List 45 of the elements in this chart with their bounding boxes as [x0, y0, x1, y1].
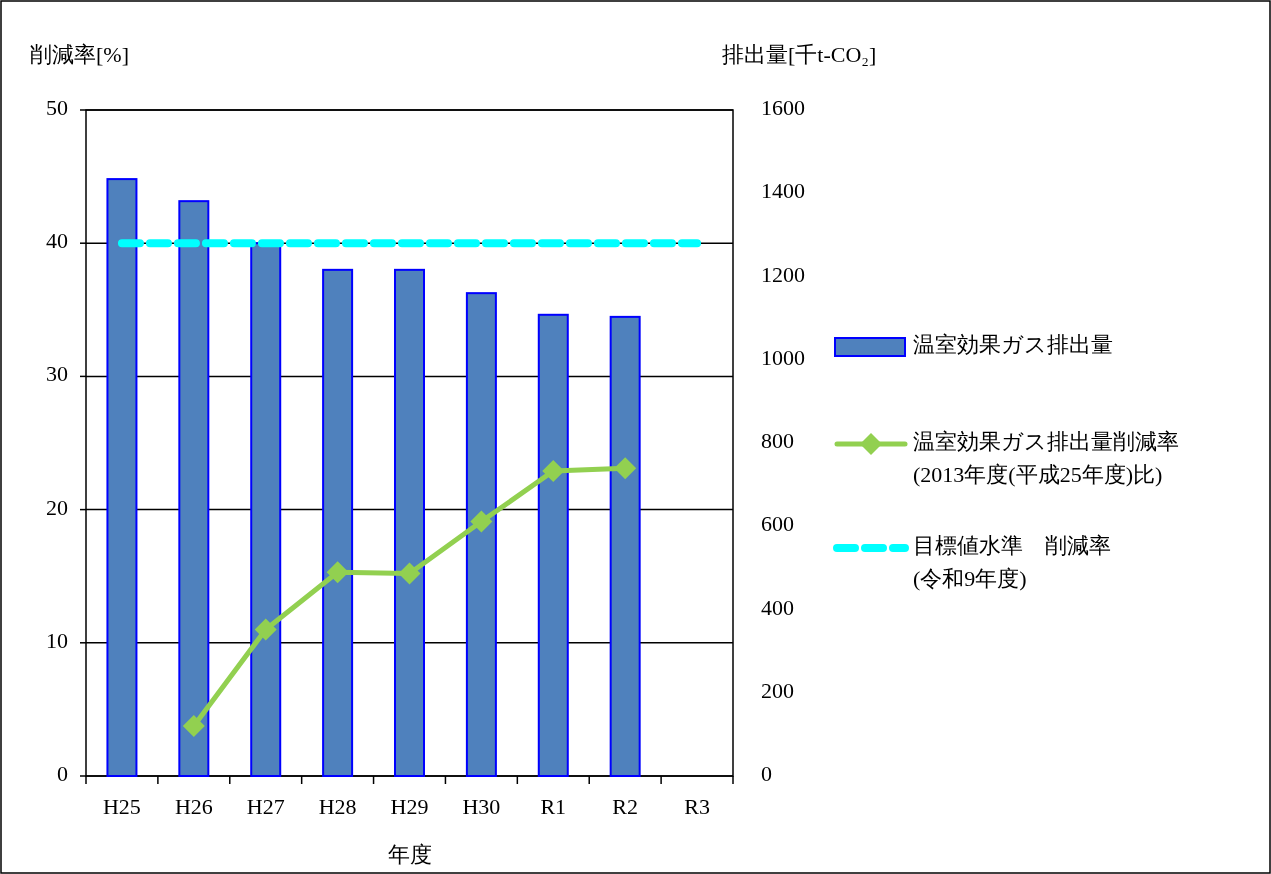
y2-tick-label: 1600	[761, 95, 805, 121]
y2-tick-label: 600	[761, 511, 794, 537]
bar	[609, 315, 641, 777]
point	[542, 459, 565, 482]
x-tick-label: R3	[684, 794, 710, 819]
point	[326, 561, 349, 584]
y2-tick-label: 200	[761, 677, 794, 703]
point	[614, 457, 637, 480]
bar	[250, 242, 282, 777]
bar	[465, 292, 497, 777]
y-tick-label: 40	[46, 228, 68, 254]
x-tick-label: H30	[462, 794, 501, 819]
x-tick-label: H25	[103, 794, 141, 819]
y2-tick-label: 1400	[761, 178, 805, 204]
legend-label: 目標値水準 削減率 (令和9年度)	[913, 533, 1111, 592]
bar	[394, 268, 425, 777]
legend-label: 温室効果ガス排出量削減率 (2013年度(平成25年度)比)	[913, 429, 1179, 488]
y-tick-label: 20	[46, 494, 68, 520]
y-tick-label: 10	[46, 627, 68, 653]
x-axis-title: 年度	[387, 842, 432, 867]
y2-tick-label: 800	[761, 428, 794, 454]
x-tick-label: R2	[612, 794, 639, 819]
y-axis-title: 削減率[%]	[30, 42, 129, 67]
y2-axis-title: 排出量[千t-CO₂]	[722, 42, 877, 67]
point	[470, 510, 493, 533]
legend-label: 温室効果ガス排出量	[913, 332, 1113, 358]
y2-tick-label: 1200	[761, 261, 805, 287]
y2-tick-label: 400	[761, 594, 794, 620]
y2-tick-label: 0	[761, 761, 772, 787]
x-tick-label: H29	[390, 794, 429, 819]
y-tick-label: 30	[46, 361, 68, 387]
y-tick-label: 0	[57, 761, 68, 787]
point	[254, 618, 277, 641]
x-tick-label: R1	[540, 794, 567, 819]
point	[182, 715, 205, 738]
x-tick-label: H26	[174, 794, 213, 819]
point	[398, 562, 421, 585]
x-tick-label: H28	[318, 794, 357, 819]
x-tick-label: H27	[246, 794, 285, 819]
bar	[178, 200, 210, 777]
bar	[322, 268, 354, 777]
y2-tick-label: 1000	[761, 344, 805, 370]
y-tick-label: 50	[46, 95, 68, 121]
bar	[106, 178, 138, 777]
bar	[537, 313, 569, 777]
